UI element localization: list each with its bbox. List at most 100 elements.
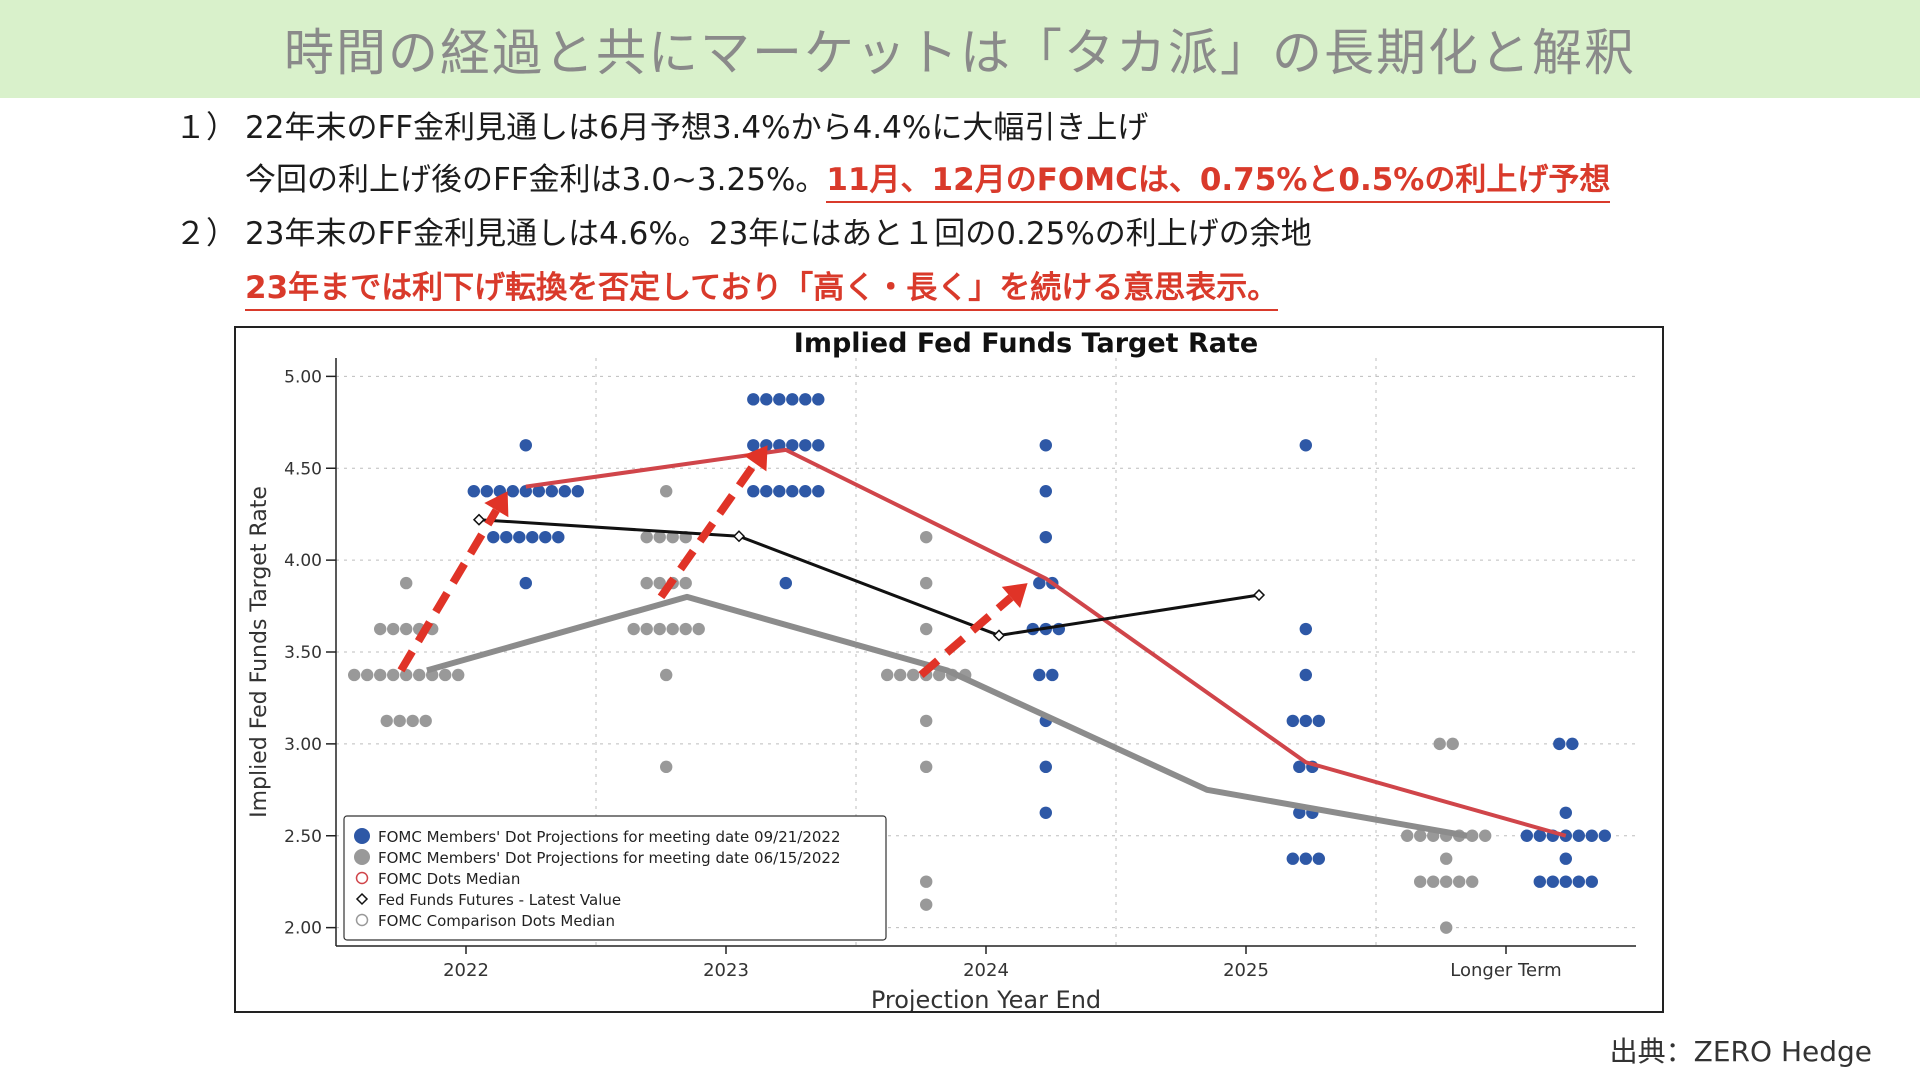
trend-arrow-head [1001,583,1028,609]
sep-dot [799,485,812,498]
jun-dot [1440,875,1453,888]
sep-dot [786,393,799,406]
futures-point [732,530,746,543]
note-number-1: １） [175,110,237,146]
jun-dot [1440,921,1453,934]
legend-icon-median [355,871,369,885]
sep-dot [1546,875,1560,888]
jun-dot [400,622,413,636]
sep-dot [526,530,539,544]
sep-dot [1520,829,1534,842]
sep-dot [760,485,773,498]
jun-dot [666,622,679,636]
legend-box [343,815,887,941]
jun-dot [1433,737,1446,751]
jun-dot [1440,852,1453,865]
y-tick-label: 3.00 [284,735,322,755]
sep-dot [1299,714,1313,728]
y-tick-label: 2.00 [284,919,322,939]
legend-entry: Fed Funds Futures - Latest Value [378,891,621,909]
jun-dot [1414,875,1427,888]
note-line-2: 今回の利上げ後のFF金利は3.0~3.25%。11月、12月のFOMCは、0.7… [245,160,1611,203]
median-line [525,447,1567,838]
note-line-3: ２） 23年末のFF金利見通しは4.6%。23年にはあと１回の0.25%の利上げの… [175,214,1312,254]
y-tick-label: 5.00 [284,367,322,387]
trend-arrow-head [484,491,509,518]
jun-dot [627,622,640,636]
sep-dot [773,393,786,406]
x-tick-label: Longer Term [1450,960,1561,981]
trend-arrow-shaft [657,460,759,600]
futures-point [992,629,1006,642]
legend-icon-futures [355,892,369,906]
sep-dot [1572,875,1586,888]
note-number-2: ２） [175,216,237,252]
jun-dot [374,622,387,636]
y-tick-label: 2.50 [284,827,322,847]
sep-dot [480,485,493,498]
sep-dot [1585,829,1599,842]
sep-dot [1293,760,1306,774]
sep-dot [1039,806,1052,819]
sep-dot [467,485,480,498]
y-tick-label: 3.50 [284,643,322,663]
jun-dot [387,622,400,636]
jun-dot [679,576,692,590]
sep-dot [1286,714,1300,728]
header-band: 時間の経過と共にマーケットは「タカ派」の長期化と解釈 [0,0,1920,98]
jun-dot [1401,829,1414,842]
sep-dot [500,530,513,544]
jun-dot [894,668,907,682]
jun-dot [640,622,653,636]
jun-dot [439,668,452,682]
sep-dot [779,576,792,590]
sep-dot [1299,668,1313,682]
sep-dot [506,485,519,498]
sep-dot [487,530,500,544]
jun-dot [881,668,894,682]
jun-dot [406,714,419,728]
sep-dot [545,485,558,498]
legend-icon-sep-dots [354,828,370,844]
sep-dot [1572,829,1586,842]
jun-dot [679,622,692,636]
sep-dot [1533,875,1547,888]
sep-dot [1039,530,1052,544]
sep-dot [1039,485,1052,498]
sep-dot [1039,760,1052,774]
jun-dot [640,576,653,590]
jun-dot [920,714,933,728]
trend-arrow-head [743,445,768,472]
sep-dot [1566,737,1579,751]
futures-point [472,513,486,526]
legend-icon-jun-dots [354,849,370,865]
jun-dot [660,485,673,498]
y-tick-label: 4.00 [284,551,322,571]
jun-dot [920,875,933,888]
x-tick-label: 2024 [963,960,1009,981]
sep-dot [747,485,760,498]
jun-dot [1479,829,1492,842]
jun-dot [653,622,666,636]
sep-dot [1533,829,1547,842]
sep-dot [786,485,799,498]
jun-dot [348,668,361,682]
jun-dot [361,668,374,682]
jun-dot [1446,737,1459,751]
legend-entry: FOMC Comparison Dots Median [378,912,615,930]
sep-dot [1585,875,1599,888]
sep-dot [812,485,825,498]
jun-dot [920,530,933,544]
sep-dot [1559,806,1573,819]
jun-dot [653,530,666,544]
sep-dot [571,485,584,498]
sep-dot [1046,668,1059,682]
jun-dot [692,622,705,636]
trend-arrow-shaft [397,508,500,673]
x-tick-label: 2025 [1223,960,1269,981]
futures-point [1252,588,1266,602]
sep-dot [539,530,552,544]
jun-dot [1453,875,1466,888]
sep-dot [513,530,526,544]
jun-dot [920,898,933,911]
